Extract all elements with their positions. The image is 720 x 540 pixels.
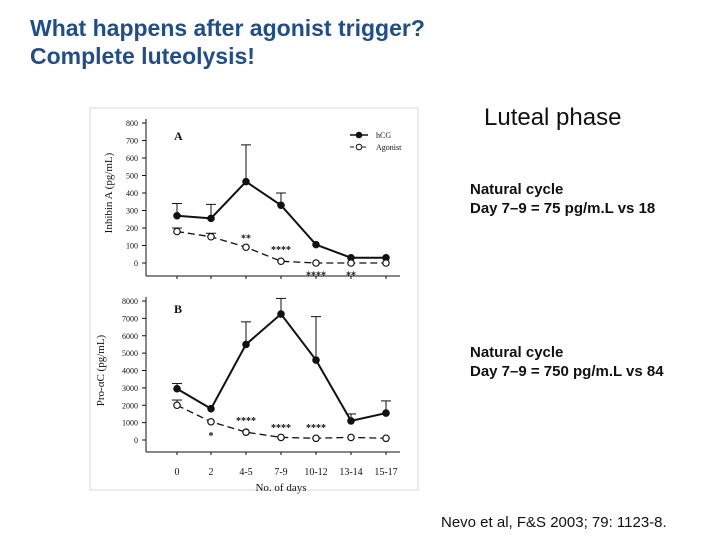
series-hcg-point [312,356,320,364]
y-tick-label: 4000 [122,367,138,376]
series-agonist-point [347,259,355,267]
x-tick-label: 13-14 [339,467,362,478]
significance-marker: **** [271,423,291,434]
y-tick-label: 8000 [122,297,138,306]
series-agonist-point [312,259,320,267]
series-hcg-point [277,310,285,318]
series-agonist-point [277,433,285,442]
title-line-2: Complete luteolysis! [30,43,255,69]
panel-letter: B [174,302,182,316]
series-hcg [172,297,391,425]
series-agonist-point [312,434,320,443]
luteal-phase-label: Luteal phase [484,104,622,131]
series-agonist-point [173,401,181,410]
y-tick-label: 300 [126,207,138,216]
y-tick-label: 100 [126,242,138,251]
y-tick-label: 1000 [122,419,138,428]
y-tick-label: 0 [134,436,138,445]
series-hcg-point [207,404,215,413]
significance-marker: **** [306,270,326,281]
series-hcg-line [176,312,387,423]
series-hcg-point [277,201,285,210]
series-hcg-point [173,384,181,393]
legend-marker [355,143,363,151]
legend-marker [355,131,363,139]
significance-marker: * [209,431,214,442]
x-tick-label: 10-12 [304,467,327,478]
natural-cycle-note-pro-ac: Natural cycle Day 7–9 = 750 pg/m.L vs 84 [470,343,664,381]
natural-cycle-note-inhibin: Natural cycle Day 7–9 = 75 pg/m.L vs 18 [470,180,655,218]
x-tick-label: 2 [209,467,214,478]
x-tick-label: 15-17 [374,467,397,478]
y-tick-label: 2000 [122,401,138,410]
series-agonist-point [347,433,355,442]
y-tick-label: 7000 [122,314,138,323]
y-tick-label: 0 [134,259,138,268]
panel-letter: A [174,129,183,143]
note-line-1: Natural cycle [470,344,564,361]
series-agonist-point [207,417,215,426]
series-hcg-point [312,240,320,249]
note-line-2: Day 7–9 = 750 pg/m.L vs 84 [470,363,664,380]
y-tick-label: 800 [126,119,138,128]
legend-label: hCG [376,131,391,140]
x-tick-label: 0 [175,467,180,478]
significance-marker: ** [241,234,251,245]
slide-title: What happens after agonist trigger? Comp… [30,14,425,70]
y-tick-label: 500 [126,172,138,181]
y-tick-label: 400 [126,189,138,198]
title-line-1: What happens after agonist trigger? [30,15,425,41]
series-agonist [172,399,390,443]
legend: hCG Agonist [350,131,402,152]
y-tick-label: 200 [126,224,138,233]
series-hcg [172,144,390,262]
y-tick-label: 6000 [122,332,138,341]
panel-a: 0 100 200 300 400 500 600 700 800 Inhibin A (pg/m… [103,119,402,281]
series-agonist-point [173,227,181,236]
x-tick-label: 7-9 [274,467,287,478]
series-agonist-point [382,434,390,443]
series-agonist-point [382,259,390,267]
series-agonist [172,227,390,267]
series-agonist-point [242,243,250,252]
y-axis-label: Pro-αC (pg/mL) [95,334,107,406]
series-hcg-point [173,211,181,220]
x-tick-label: 4-5 [239,467,252,478]
citation: Nevo et al, F&S 2003; 79: 1123-8. [441,514,667,531]
series-hcg-point [242,177,250,186]
note-line-2: Day 7–9 = 75 pg/m.L vs 18 [470,200,656,217]
y-tick-label: 700 [126,137,138,146]
significance-marker: **** [271,245,291,256]
series-agonist-point [242,428,250,436]
significance-marker: **** [306,423,326,434]
significance-marker: **** [236,416,256,427]
legend-label: Agonist [376,143,402,152]
series-hcg-point [382,409,390,417]
series-hcg-point [207,214,215,223]
series-agonist-point [277,257,285,266]
series-agonist-point [207,232,215,241]
series-hcg-point [242,340,250,349]
y-axis-label: Inhibin A (pg/mL) [103,152,115,233]
x-axis-label: No. of days [255,482,306,494]
series-hcg-point [347,417,355,425]
note-line-1: Natural cycle [470,181,564,198]
figure-border [89,107,419,491]
y-tick-label: 5000 [122,349,138,358]
y-tick-label: 600 [126,154,138,163]
panel-b: 0 1000 2000 3000 4000 5000 6000 7000 8000 Pro-αC … [95,297,400,494]
significance-marker: ** [346,270,356,281]
y-tick-label: 3000 [122,384,138,393]
